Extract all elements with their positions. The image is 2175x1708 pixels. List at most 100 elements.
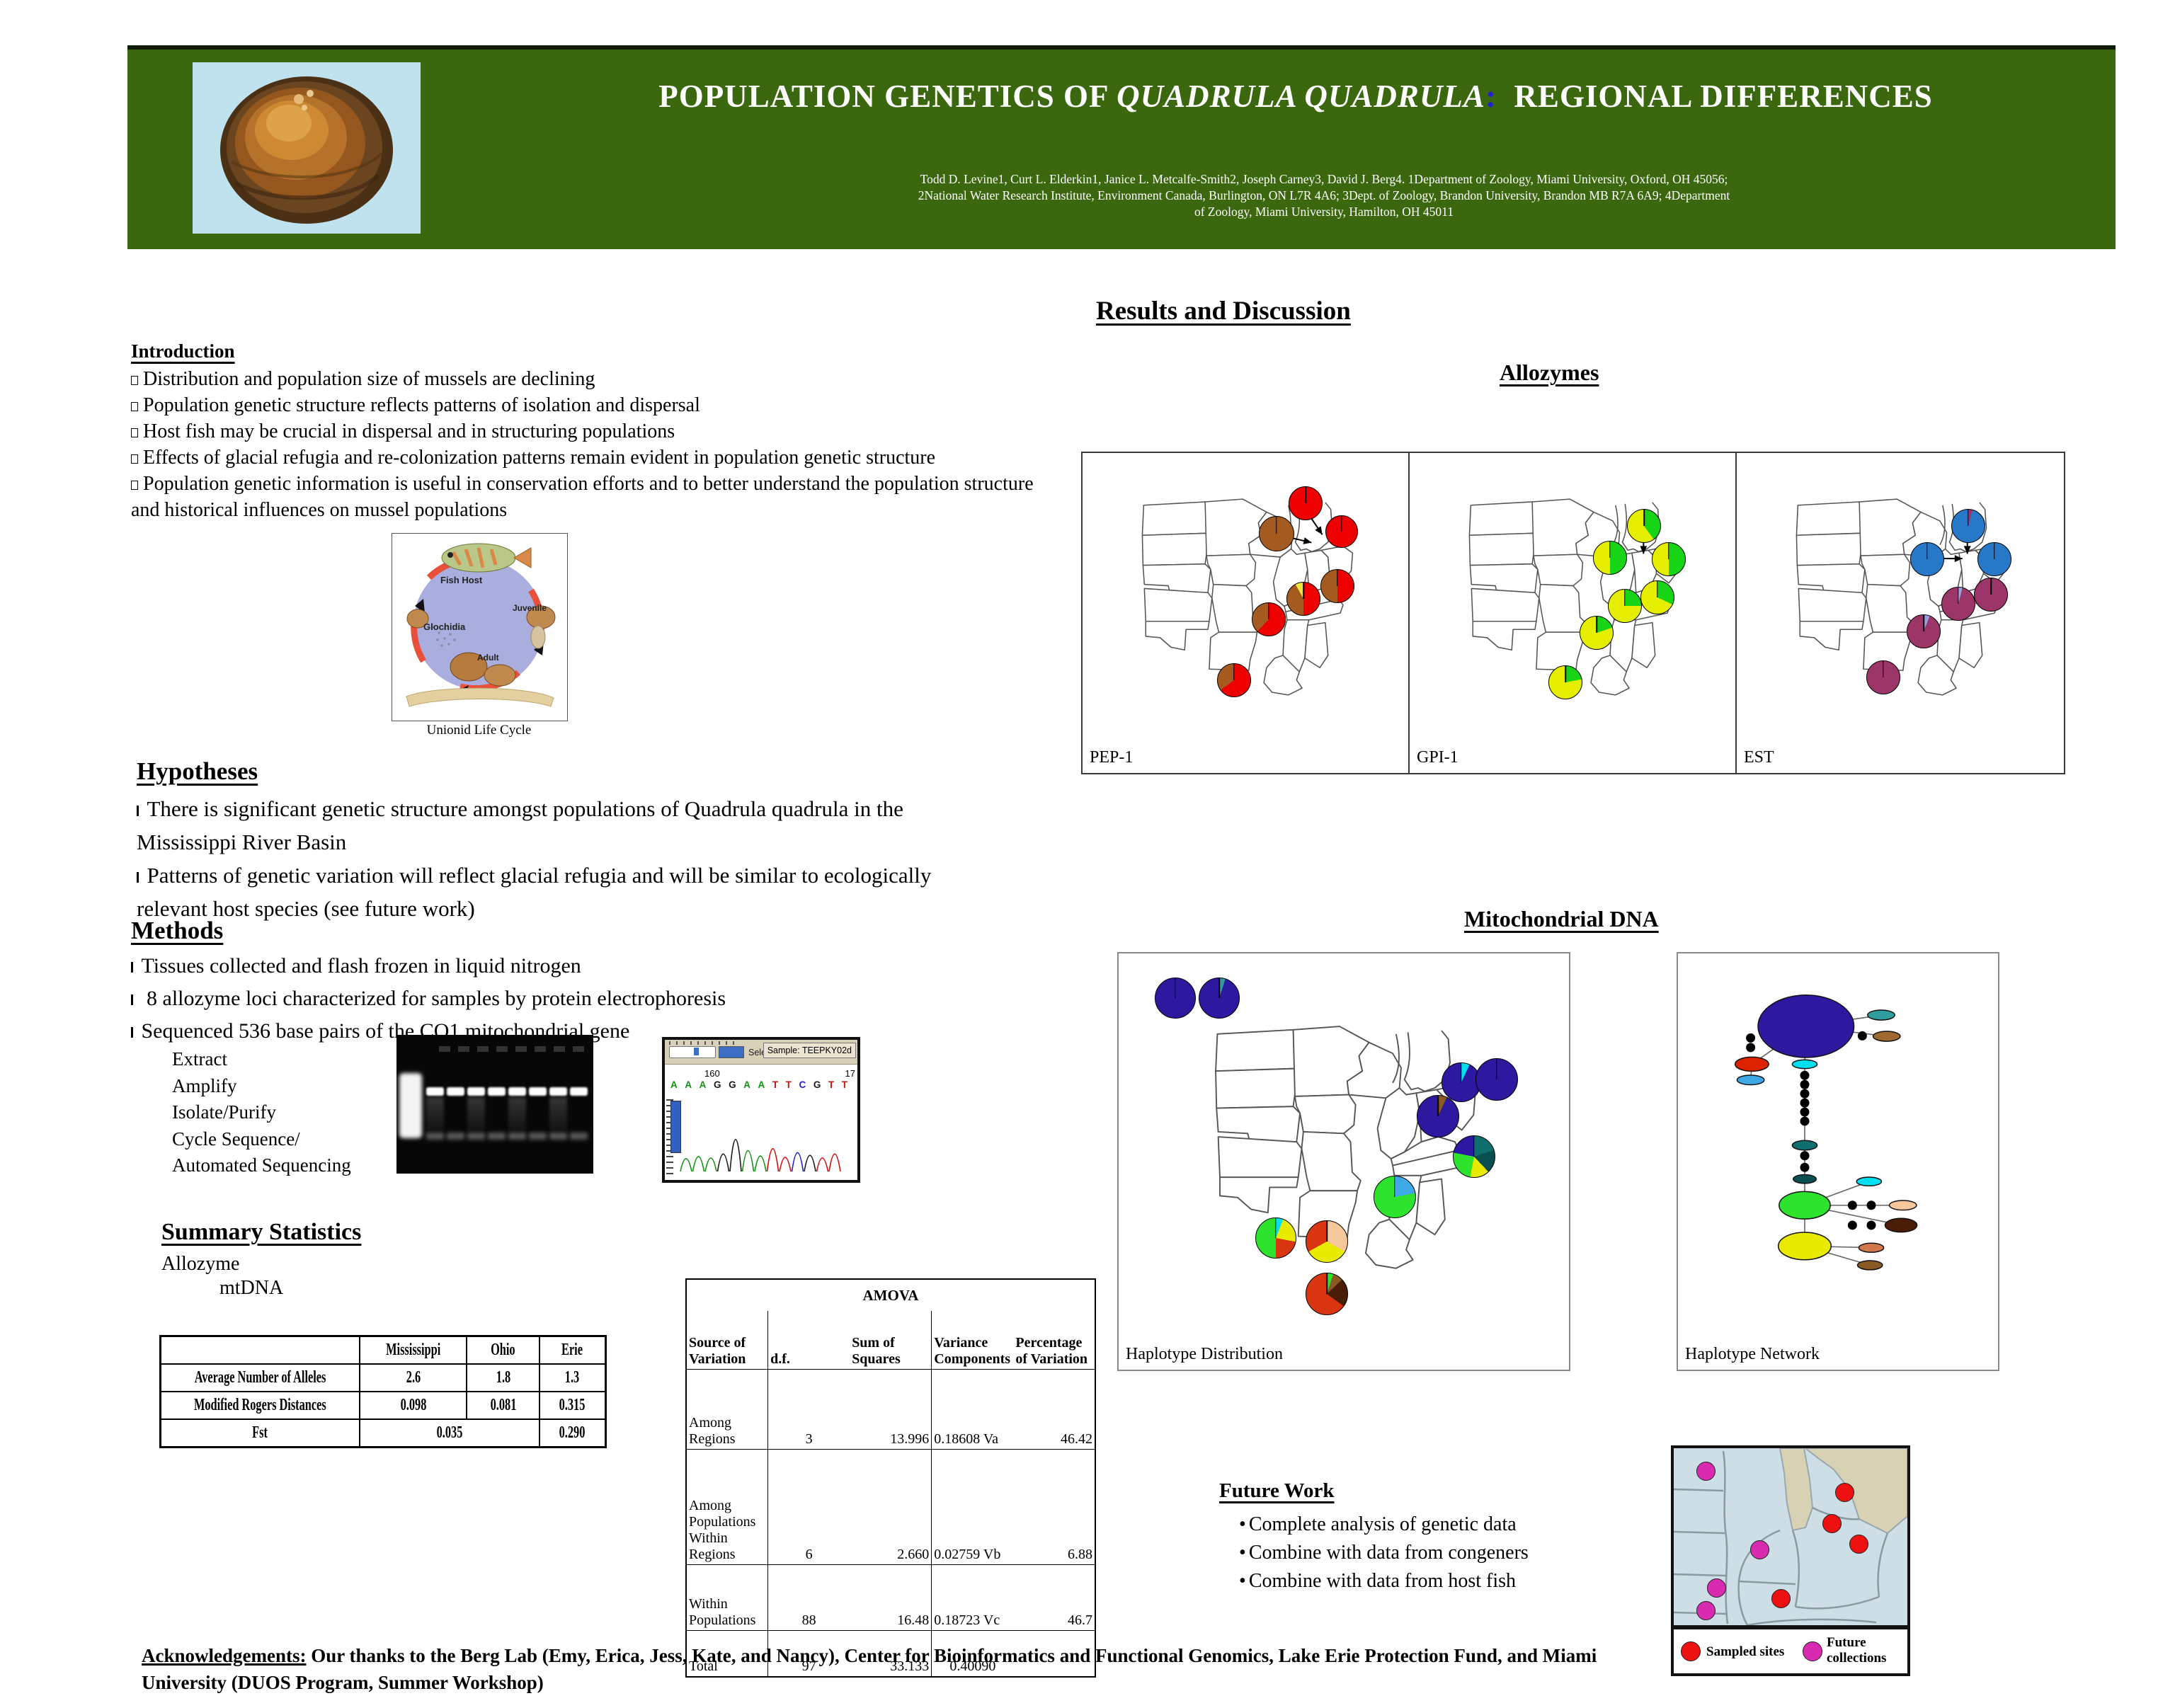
est-pie — [1941, 587, 1975, 621]
haplotype-distribution-map: Haplotype Distribution — [1117, 952, 1570, 1371]
future-work-section: Future Work • Complete analysis of geneti… — [1219, 1477, 1644, 1595]
base-call-letter: A — [758, 1079, 765, 1090]
results-discussion-heading: Results and Discussion — [1096, 297, 1351, 326]
introduction-bullets-item: Distribution and population size of muss… — [131, 366, 1051, 392]
mitochondrial-dna-heading: Mitochondrial DNA — [1464, 906, 1659, 932]
haplotype-distribution-label: Haplotype Distribution — [1126, 1345, 1283, 1363]
summary-statistics-heading: Summary Statistics — [161, 1219, 362, 1245]
chromatogram-scrollbar[interactable] — [670, 1101, 681, 1153]
pep1-pie — [1216, 663, 1251, 697]
authors-line-1: Todd D. Levine1, Curt L. Elderkin1, Jani… — [920, 172, 1728, 186]
amova-row-total: Total — [686, 1630, 768, 1677]
base-call-letter: A — [699, 1079, 707, 1090]
chromatogram-position-160: 160 — [704, 1068, 720, 1079]
base-call-letter: A — [685, 1079, 692, 1090]
methods-heading: Methods — [131, 917, 224, 944]
allozyme-map-est: EST — [1735, 452, 2065, 774]
chromatogram-side-ruler — [666, 1095, 673, 1174]
summary-row2-ohio: 0.081 — [490, 1396, 516, 1414]
gpi1-panel-label: GPI-1 — [1417, 748, 1458, 767]
base-call-letter: G — [813, 1079, 821, 1090]
haplotype-network-label: Haplotype Network — [1685, 1345, 1820, 1363]
sampled-site-dot — [1834, 1482, 1854, 1502]
pep1-pie — [1320, 568, 1354, 603]
methods-steps: Extract Amplify Isolate/Purify Cycle Sequen… — [172, 1046, 351, 1179]
title-species: QUADRULA QUADRULA — [1117, 79, 1485, 114]
summary-fst-label: Fst — [252, 1423, 268, 1442]
introduction-bullets-item: Population genetic information is useful… — [131, 473, 1034, 521]
methods-steps-item: Extract — [172, 1048, 227, 1070]
lifecycle-caption: Unionid Life Cycle — [426, 723, 532, 738]
amova-row-within-populations: Within Populations — [686, 1564, 768, 1631]
gpi1-pie — [1580, 616, 1614, 650]
mussel-photo — [193, 62, 421, 234]
summary-row2-label: Modified Rogers Distances — [193, 1396, 326, 1414]
amova-header-ss: Sum of Squares — [852, 1335, 901, 1367]
methods-steps-item: Amplify — [172, 1074, 237, 1096]
base-call-letter: A — [743, 1079, 750, 1090]
authors-line-2: 2National Water Research Institute, Envi… — [918, 188, 1730, 202]
hdist-pie — [1199, 977, 1240, 1019]
amova-header-vc: Variance Components — [931, 1311, 1014, 1370]
sampled-site-dot — [1822, 1513, 1842, 1533]
haplotype-network-figure: Haplotype Network — [1677, 952, 1999, 1371]
chromatogram-trace — [680, 1139, 841, 1172]
methods-steps-item: Cycle Sequence/ — [172, 1128, 300, 1150]
chromatogram-slider-handle[interactable] — [719, 1046, 744, 1058]
base-call-letter: G — [713, 1079, 721, 1090]
legend-sampled-label: Sampled sites — [1706, 1644, 1785, 1659]
methods-steps-item: Isolate/Purify — [172, 1101, 276, 1123]
hdist-pie — [1306, 1273, 1349, 1316]
summary-col-ohio: Ohio — [491, 1341, 515, 1359]
future-work-bullets: • Complete analysis of genetic data • Combi… — [1219, 1511, 1644, 1595]
summary-row1-ohio: 1.8 — [496, 1368, 510, 1387]
est-pie — [1866, 660, 1900, 695]
authors-affiliations: Todd D. Levine1, Curt L. Elderkin1, Jani… — [552, 171, 2096, 220]
base-call-letter: T — [785, 1079, 792, 1090]
future-collection-dot — [1696, 1600, 1716, 1620]
pep1-panel-label: PEP-1 — [1090, 748, 1134, 767]
base-call-letter: C — [799, 1079, 806, 1090]
acknowledgements-label: Acknowledgements: — [142, 1645, 307, 1666]
introduction-bullets-item: Population genetic structure reflects pa… — [131, 392, 1051, 418]
hdist-pie — [1306, 1220, 1349, 1263]
introduction-bullets-item: Effects of glacial refugia and re-coloni… — [131, 445, 1051, 471]
hdist-pie — [1417, 1095, 1460, 1138]
est-pie — [1951, 508, 1985, 543]
pep1-pie — [1258, 516, 1294, 551]
hypotheses-heading: Hypotheses — [137, 757, 258, 785]
pep1-pie — [1286, 581, 1321, 616]
summary-fst-main: 0.035 — [436, 1423, 462, 1442]
sampling-sites-map — [1671, 1445, 1910, 1628]
amova-header-pv: Percentage of Variation — [1015, 1335, 1088, 1367]
unionid-life-cycle-figure: Fish Host Juvenile Glochidia Adult — [392, 533, 568, 721]
lifecycle-label-juvenile: Juvenile — [513, 603, 547, 613]
chromatogram-ruler-ticks — [669, 1041, 740, 1045]
summary-fst-erie: 0.290 — [559, 1423, 586, 1442]
header-banner: POPULATION GENETICS OF QUADRULA QUADRULA… — [127, 45, 2116, 249]
acknowledgements: Acknowledgements: Our thanks to the Berg… — [142, 1642, 1614, 1696]
methods-bullets: Tissues collected and flash frozen in li… — [131, 950, 1023, 1048]
chromatogram-slider[interactable] — [669, 1046, 716, 1058]
amova-title: AMOVA — [862, 1286, 919, 1304]
allozymes-heading: Allozymes — [1500, 360, 1599, 385]
est-pie — [1977, 542, 2011, 577]
gpi1-pie — [1607, 588, 1642, 623]
est-pie — [1907, 614, 1941, 648]
lifecycle-label-glochidia: Glochidia — [423, 621, 466, 632]
hdist-pie — [1441, 1062, 1481, 1103]
methods-steps-item: Automated Sequencing — [172, 1154, 351, 1176]
methods-section: Methods Tissues collected and flash froz… — [131, 915, 1023, 1048]
hypotheses-bullets: There is significant genetic structure a… — [137, 792, 972, 925]
future-work-heading: Future Work — [1219, 1479, 1335, 1502]
sequencing-chromatogram: Selected: none Sample: TEEPKY02d 160 17 … — [662, 1037, 860, 1183]
chromatogram-toolbar: Selected: none Sample: TEEPKY02d — [665, 1040, 857, 1065]
future-collections-dot — [1803, 1641, 1822, 1661]
amova-header-source: Source of Variation — [689, 1335, 746, 1367]
amova-row-among-regions: Among Regions — [686, 1369, 768, 1450]
sampling-map-legend: Sampled sites Future collections — [1671, 1627, 1910, 1676]
title-colon: : — [1485, 79, 1497, 114]
hypotheses-bullets-item: There is significant genetic structure a… — [137, 796, 903, 854]
summary-row1-mississippi: 2.6 — [406, 1368, 421, 1387]
